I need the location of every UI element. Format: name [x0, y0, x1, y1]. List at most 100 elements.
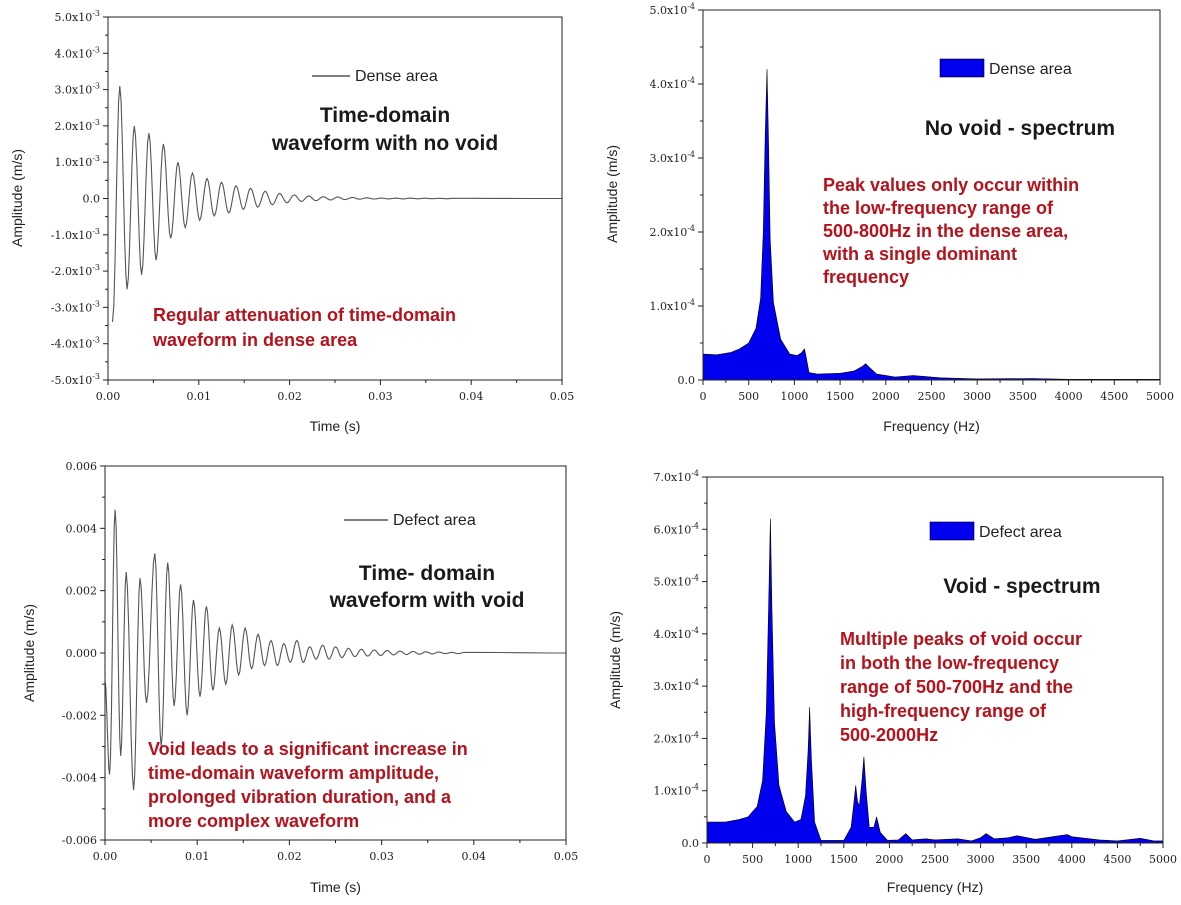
y-tick-label: 2.0x10-4 [650, 224, 696, 239]
chart-note-line: frequency [823, 267, 909, 287]
legend-swatch [929, 521, 975, 541]
x-tick-label: 0 [704, 853, 711, 866]
x-tick-label: 2000 [875, 853, 903, 866]
x-tick-label: 2000 [872, 390, 900, 403]
x-tick-label: 0.01 [185, 850, 210, 863]
x-tick-label: 0.00 [96, 390, 121, 403]
chart-note-line: time-domain waveform amplitude, [148, 763, 439, 783]
chart-note-line: in both the low-frequency [840, 653, 1059, 673]
chart-annotation-title: waveform with no void [271, 132, 498, 155]
spectrum-area [706, 518, 1164, 844]
x-tick-label: 3000 [963, 390, 991, 403]
y-tick-label: 7.0x10-4 [654, 469, 700, 484]
y-tick-label: -0.004 [62, 772, 97, 785]
x-tick-label: 3000 [967, 853, 995, 866]
x-tick-label: 0.02 [277, 850, 302, 863]
x-tick-label: 0.03 [369, 850, 394, 863]
legend-label: Dense area [355, 68, 438, 85]
y-tick-label: -2.0x10-3 [51, 263, 100, 278]
y-tick-label: 2.0x10-3 [55, 118, 101, 133]
chart-note-line: Void leads to a significant increase in [148, 739, 468, 759]
y-tick-label: -3.0x10-3 [51, 299, 100, 314]
x-tick-label: 3500 [1009, 390, 1037, 403]
chart-note-line: prolonged vibration duration, and a [148, 787, 452, 807]
x-tick-label: 2500 [921, 853, 949, 866]
legend: Defect area [929, 521, 1062, 541]
waveform-line [104, 509, 566, 791]
chart-note-line: range of 500-700Hz and the [840, 677, 1073, 697]
x-tick-label: 5000 [1149, 853, 1177, 866]
y-tick-label: -5.0x10-3 [51, 372, 100, 387]
y-tick-label: 6.0x10-4 [654, 521, 700, 536]
legend: Defect area [344, 512, 476, 529]
chart-note-line: 500-800Hz in the dense area, [823, 221, 1068, 241]
y-tick-label: 1.0x10-4 [654, 783, 700, 798]
x-axis-label: Time (s) [310, 879, 361, 895]
chart-note-line: 500-2000Hz [840, 725, 938, 745]
chart-panel-spec-novoid: 0 500 1000 1500 2000 2500 3000 3500 4000 4500 5000… [604, 2, 1174, 434]
x-tick-label: 1500 [826, 390, 854, 403]
chart-note-line: Multiple peaks of void occur [840, 629, 1082, 649]
x-axis-label: Frequency (Hz) [887, 879, 983, 895]
spectrum-area [702, 69, 1161, 381]
x-tick-label: 500 [742, 853, 763, 866]
y-tick-label: 3.0x10-4 [654, 678, 700, 693]
x-tick-label: 4000 [1055, 390, 1083, 403]
x-tick-label: 1000 [780, 390, 808, 403]
y-tick-label: 0.006 [66, 460, 98, 473]
y-tick-label: 4.0x10-4 [654, 626, 700, 641]
y-tick-label: -1.0x10-3 [51, 227, 100, 242]
chart-annotation-title: Time- domain [359, 562, 495, 585]
y-tick-label: 0.0 [678, 374, 696, 387]
chart-annotation-title: No void - spectrum [925, 117, 1115, 140]
chart-note-line: Regular attenuation of time-domain [153, 305, 456, 325]
x-tick-label: 1500 [830, 853, 858, 866]
legend: Dense area [312, 68, 438, 85]
chart-note-line: the low-frequency range of [823, 198, 1054, 218]
x-tick-label: 1000 [784, 853, 812, 866]
chart-panel-spec-void: 0 500 1000 1500 2000 2500 3000 3500 4000 4500 5000… [607, 469, 1177, 895]
chart-annotation-title: waveform with void [329, 589, 525, 612]
y-tick-label: 3.0x10-4 [650, 150, 696, 165]
x-tick-label: 0.01 [187, 390, 212, 403]
y-tick-label: 0.0 [682, 837, 700, 850]
chart-note-line: more complex waveform [148, 811, 359, 831]
x-axis-label: Time (s) [310, 418, 361, 434]
x-tick-label: 0.04 [459, 390, 484, 403]
y-tick-label: 4.0x10-4 [650, 76, 696, 91]
y-tick-label: 0.004 [66, 522, 98, 535]
y-tick-label: 1.0x10-4 [650, 298, 696, 313]
y-axis-label: Amplitude (m/s) [21, 604, 37, 702]
x-axis-label: Frequency (Hz) [883, 418, 979, 434]
legend-label: Dense area [989, 61, 1072, 78]
y-axis-label: Amplitude (m/s) [604, 145, 620, 243]
x-tick-label: 3500 [1012, 853, 1040, 866]
chart-panel-time-novoid: 0.00 0.01 0.02 0.03 0.04 0.05 -5.0x10-3 -4.0x10… [9, 9, 574, 434]
y-tick-label: 0.002 [66, 585, 98, 598]
y-tick-label: -4.0x10-3 [51, 336, 100, 351]
x-tick-label: 5000 [1146, 390, 1174, 403]
x-tick-label: 0.04 [462, 850, 487, 863]
y-tick-label: 5.0x10-3 [55, 9, 101, 24]
chart-note-line: Peak values only occur within [823, 175, 1079, 195]
y-axis-label: Amplitude (m/s) [9, 149, 25, 247]
legend: Dense area [939, 58, 1072, 78]
y-tick-label: 2.0x10-4 [654, 730, 700, 745]
y-tick-label: 4.0x10-3 [55, 45, 101, 60]
y-tick-label: 1.0x10-3 [55, 154, 101, 169]
y-tick-label: -0.002 [62, 709, 97, 722]
waveform-line [111, 85, 562, 322]
chart-panel-time-void: 0.00 0.01 0.02 0.03 0.04 0.05 -0.006 -0.004 -0.0… [21, 460, 578, 895]
chart-annotation-title: Time-domain [320, 104, 450, 127]
x-tick-label: 0.00 [93, 850, 118, 863]
x-tick-label: 0 [700, 390, 707, 403]
chart-note-line: high-frequency range of [840, 701, 1047, 721]
x-tick-label: 0.02 [277, 390, 302, 403]
x-tick-label: 4000 [1058, 853, 1086, 866]
y-tick-label: 0.000 [66, 647, 98, 660]
x-tick-label: 4500 [1103, 853, 1131, 866]
x-tick-label: 500 [738, 390, 759, 403]
legend-label: Defect area [979, 524, 1062, 541]
chart-annotation-title: Void - spectrum [943, 575, 1100, 598]
